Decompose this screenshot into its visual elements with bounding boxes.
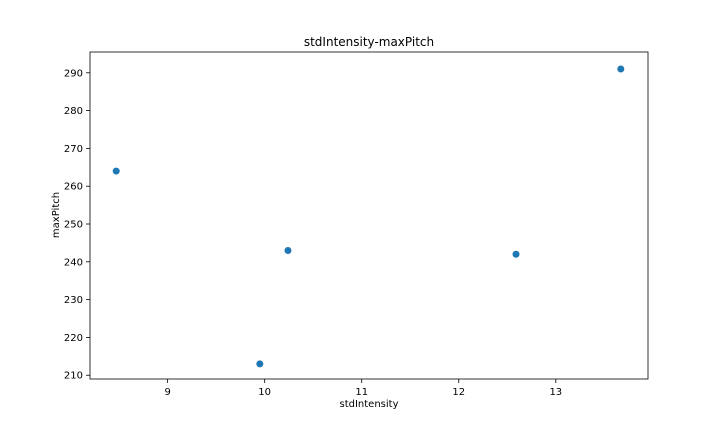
plot-frame <box>89 51 649 380</box>
x-tick-label: 9 <box>164 387 170 398</box>
y-tick-label: 210 <box>64 371 83 382</box>
data-points <box>112 65 625 368</box>
y-tick-label: 270 <box>64 144 83 155</box>
data-point <box>256 360 264 368</box>
y-tick-label: 250 <box>64 220 83 231</box>
data-point <box>617 65 625 73</box>
x-tick-label: 12 <box>452 387 465 398</box>
y-tick-label: 280 <box>64 106 83 117</box>
y-tick-label: 290 <box>64 68 83 79</box>
chart-title: stdIntensity-maxPitch <box>304 35 434 49</box>
y-tick-label: 260 <box>64 182 83 193</box>
y-tick-label: 240 <box>64 257 83 268</box>
x-axis: 9 10 11 12 13 <box>164 379 562 398</box>
x-tick-label: 13 <box>549 387 562 398</box>
data-point <box>284 246 292 254</box>
y-axis-label: maxPitch <box>51 192 62 238</box>
x-axis-label: stdIntensity <box>339 399 398 410</box>
data-point <box>112 167 120 175</box>
y-tick-label: 230 <box>64 295 83 306</box>
x-tick-label: 10 <box>258 387 271 398</box>
data-point <box>512 250 520 258</box>
x-tick-label: 11 <box>355 387 368 398</box>
y-axis: 210 220 230 240 250 260 270 280 290 <box>64 68 90 382</box>
y-tick-label: 220 <box>64 333 83 344</box>
